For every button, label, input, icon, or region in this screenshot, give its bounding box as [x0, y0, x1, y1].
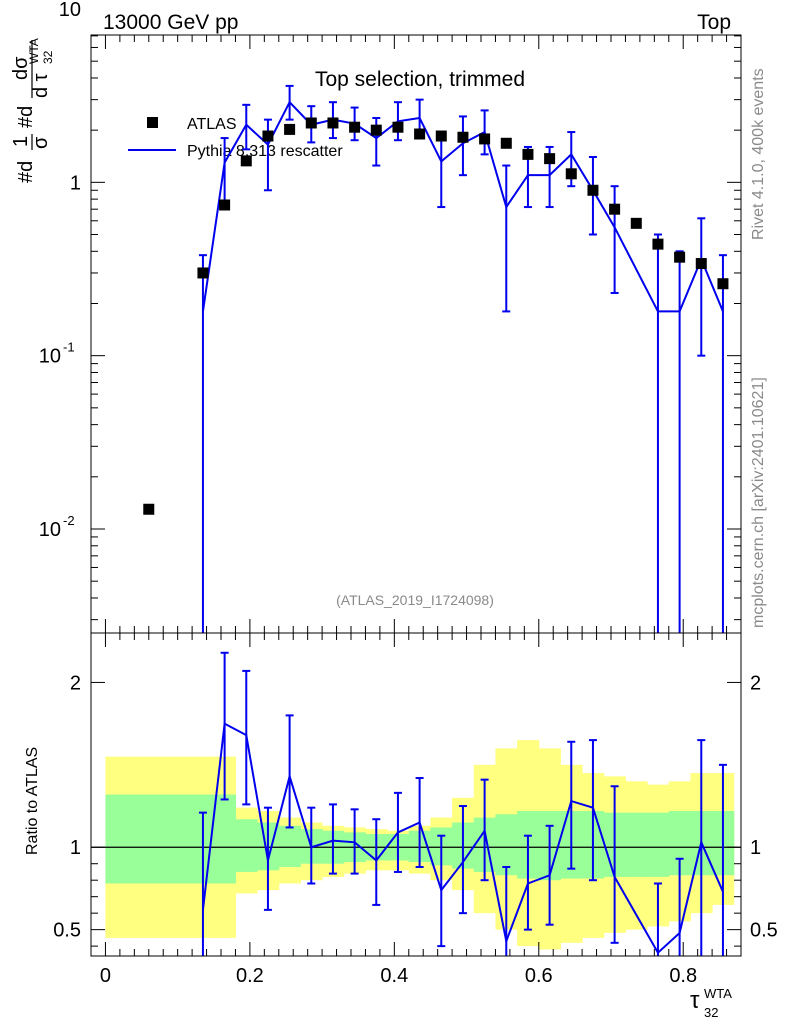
source-label: mcplots.cern.ch [arXiv:2401.10621]: [750, 377, 767, 628]
atlas-data-point: [587, 184, 599, 196]
xlabel-sub: 32: [704, 1005, 718, 1020]
y-ratio-tick-label-right: 1: [750, 837, 761, 859]
ylabel-part-g: WTA: [27, 38, 41, 64]
ylabel-part-e: dσ: [10, 56, 32, 80]
x-tick-label: 0.4: [380, 965, 408, 987]
analysis-watermark: (ATLAS_2019_I1724098): [336, 592, 494, 608]
y-main-tick-exponent: -2: [63, 513, 75, 528]
y-ratio-tick-label-left: 0.5: [53, 920, 81, 942]
atlas-data-point: [240, 155, 252, 167]
atlas-data-point: [219, 199, 231, 211]
atlas-data-point: [349, 121, 361, 133]
inner-band-bin: [625, 812, 648, 877]
atlas-data-point: [479, 133, 491, 145]
legend-pythia-label: Pythia 8.313 rescatter: [187, 143, 343, 160]
chart-title: Top selection, trimmed: [315, 68, 525, 91]
atlas-data-point: [327, 117, 339, 129]
inner-band-bin: [213, 794, 236, 884]
atlas-data-point: [392, 121, 404, 133]
x-axis-label: τ WTA 32: [690, 986, 732, 1020]
y-main-tick-label: 10: [59, 0, 81, 21]
ylabel-part-a: #d: [15, 161, 37, 183]
atlas-data-point: [197, 267, 209, 279]
atlas-data-point: [522, 148, 534, 160]
y-ratio-tick-label-right: 2: [750, 672, 761, 694]
ylabel-part-h: 32: [41, 50, 55, 64]
plot-content: [91, 84, 741, 956]
rivet-version-label: Rivet 4.1.0, 400k events: [750, 68, 767, 240]
atlas-data-point: [143, 503, 155, 515]
atlas-data-point: [262, 130, 274, 142]
atlas-data-point: [305, 117, 317, 129]
y-ratio-tick-label-right: 0.5: [750, 920, 778, 942]
ratio-series-line: [201, 722, 724, 955]
atlas-data-point: [544, 153, 556, 165]
y-main-tick-label: 1: [70, 172, 81, 194]
atlas-data-point: [695, 258, 707, 270]
atlas-data-point: [370, 124, 382, 136]
main-y-axis-label: #d 1 σ #d dσ d τ WTA 32: [10, 38, 55, 183]
atlas-data-point: [674, 251, 686, 263]
x-tick-label: 0: [100, 965, 111, 987]
ylabel-part-d: #d: [15, 106, 37, 128]
ratio-y-axis-label: Ratio to ATLAS: [24, 747, 41, 855]
y-main-tick-exponent: -1: [63, 340, 75, 355]
x-tick-label: 0.6: [525, 965, 553, 987]
inner-band-bin: [235, 819, 258, 872]
legend-atlas-label: ATLAS: [187, 116, 237, 133]
inner-band-bin: [278, 825, 301, 868]
ylabel-part-b: 1: [10, 136, 32, 147]
atlas-data-point: [435, 130, 447, 142]
ylabel-part-f: d τ: [30, 73, 52, 98]
atlas-data-point: [500, 137, 512, 149]
atlas-data-point: [565, 168, 577, 180]
y-main-tick-label: 10: [39, 519, 61, 541]
x-tick-label: 0.8: [669, 965, 697, 987]
inner-band-bin: [495, 814, 518, 876]
y-main-tick-label: 10: [39, 346, 61, 368]
atlas-data-point: [457, 131, 469, 143]
y-ratio-tick-label-left: 2: [70, 672, 81, 694]
inner-band-bin: [668, 810, 691, 876]
legend-atlas-marker: [147, 117, 158, 128]
x-tick-label: 0.2: [236, 965, 264, 987]
header-left: 13000 GeV pp: [103, 11, 238, 34]
inner-band-bin: [105, 794, 215, 884]
atlas-data-point: [630, 217, 642, 229]
inner-band-bin: [647, 812, 670, 877]
atlas-data-point: [284, 123, 296, 135]
atlas-data-point: [414, 128, 426, 140]
legend: ATLAS Pythia 8.313 rescatter: [128, 116, 343, 160]
atlas-data-point: [717, 278, 729, 290]
y-ratio-tick-label-left: 1: [70, 837, 81, 859]
header-right: Top: [697, 11, 731, 34]
ylabel-part-c: σ: [30, 136, 52, 149]
ratio-plot-frame: [90, 632, 742, 957]
atlas-data-point: [609, 203, 621, 215]
pythia-series-line: [201, 100, 724, 313]
xlabel-sup: WTA: [704, 986, 732, 1001]
xlabel-main: τ: [690, 987, 700, 1014]
atlas-data-point: [652, 238, 664, 250]
